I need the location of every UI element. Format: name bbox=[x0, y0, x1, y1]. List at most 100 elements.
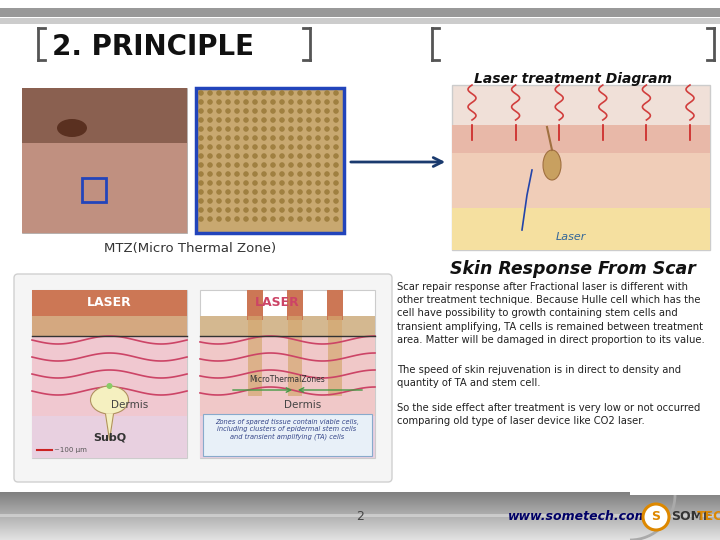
Circle shape bbox=[225, 153, 230, 159]
Circle shape bbox=[217, 126, 222, 132]
Circle shape bbox=[225, 190, 230, 194]
Circle shape bbox=[297, 109, 302, 113]
FancyBboxPatch shape bbox=[0, 18, 500, 24]
Circle shape bbox=[297, 145, 302, 150]
Circle shape bbox=[253, 145, 258, 150]
FancyBboxPatch shape bbox=[0, 513, 720, 514]
Circle shape bbox=[207, 199, 212, 204]
Circle shape bbox=[217, 172, 222, 177]
Circle shape bbox=[315, 172, 320, 177]
Circle shape bbox=[333, 199, 338, 204]
Circle shape bbox=[261, 118, 266, 123]
Circle shape bbox=[271, 153, 276, 159]
Circle shape bbox=[315, 126, 320, 132]
Ellipse shape bbox=[543, 150, 561, 180]
FancyBboxPatch shape bbox=[0, 527, 720, 528]
Circle shape bbox=[199, 190, 204, 194]
Text: LASER: LASER bbox=[255, 296, 300, 309]
Circle shape bbox=[297, 217, 302, 221]
Circle shape bbox=[235, 91, 240, 96]
FancyBboxPatch shape bbox=[430, 8, 720, 17]
Circle shape bbox=[279, 180, 284, 186]
Circle shape bbox=[225, 172, 230, 177]
FancyBboxPatch shape bbox=[22, 88, 187, 143]
Circle shape bbox=[297, 190, 302, 194]
Circle shape bbox=[297, 153, 302, 159]
Circle shape bbox=[289, 153, 294, 159]
Circle shape bbox=[307, 136, 312, 140]
Circle shape bbox=[261, 163, 266, 167]
Circle shape bbox=[217, 207, 222, 213]
Circle shape bbox=[261, 207, 266, 213]
Circle shape bbox=[207, 136, 212, 140]
Circle shape bbox=[199, 91, 204, 96]
FancyBboxPatch shape bbox=[0, 537, 720, 538]
Circle shape bbox=[235, 118, 240, 123]
Circle shape bbox=[207, 153, 212, 159]
Circle shape bbox=[261, 217, 266, 221]
FancyBboxPatch shape bbox=[288, 316, 302, 396]
Circle shape bbox=[225, 99, 230, 105]
Circle shape bbox=[207, 118, 212, 123]
FancyBboxPatch shape bbox=[0, 526, 720, 527]
Circle shape bbox=[199, 136, 204, 140]
Circle shape bbox=[315, 99, 320, 105]
FancyBboxPatch shape bbox=[248, 316, 262, 396]
Circle shape bbox=[325, 199, 330, 204]
Circle shape bbox=[271, 109, 276, 113]
FancyBboxPatch shape bbox=[0, 518, 720, 519]
Circle shape bbox=[261, 91, 266, 96]
Circle shape bbox=[297, 172, 302, 177]
FancyBboxPatch shape bbox=[0, 492, 720, 493]
Text: SOME: SOME bbox=[671, 510, 711, 523]
FancyBboxPatch shape bbox=[630, 455, 720, 495]
Circle shape bbox=[199, 172, 204, 177]
Circle shape bbox=[225, 109, 230, 113]
Circle shape bbox=[253, 99, 258, 105]
FancyBboxPatch shape bbox=[0, 514, 720, 515]
Circle shape bbox=[297, 91, 302, 96]
Circle shape bbox=[225, 126, 230, 132]
Circle shape bbox=[307, 199, 312, 204]
FancyBboxPatch shape bbox=[0, 533, 720, 534]
Circle shape bbox=[289, 199, 294, 204]
Text: S: S bbox=[652, 510, 660, 523]
Circle shape bbox=[271, 190, 276, 194]
Text: Scar repair response after Fractional laser is different with
other treatment te: Scar repair response after Fractional la… bbox=[397, 282, 705, 345]
Circle shape bbox=[307, 180, 312, 186]
Circle shape bbox=[289, 99, 294, 105]
Circle shape bbox=[243, 136, 248, 140]
FancyBboxPatch shape bbox=[327, 290, 343, 320]
Circle shape bbox=[307, 126, 312, 132]
FancyBboxPatch shape bbox=[452, 125, 710, 153]
Circle shape bbox=[271, 118, 276, 123]
Circle shape bbox=[325, 145, 330, 150]
Circle shape bbox=[315, 199, 320, 204]
Circle shape bbox=[207, 99, 212, 105]
FancyBboxPatch shape bbox=[0, 499, 720, 500]
Circle shape bbox=[235, 180, 240, 186]
Circle shape bbox=[199, 99, 204, 105]
Circle shape bbox=[235, 126, 240, 132]
Circle shape bbox=[217, 163, 222, 167]
Circle shape bbox=[315, 118, 320, 123]
Text: LASER: LASER bbox=[87, 296, 132, 309]
FancyBboxPatch shape bbox=[452, 208, 710, 250]
Circle shape bbox=[243, 172, 248, 177]
FancyBboxPatch shape bbox=[0, 495, 720, 496]
Circle shape bbox=[297, 199, 302, 204]
FancyBboxPatch shape bbox=[287, 290, 303, 320]
FancyBboxPatch shape bbox=[0, 515, 720, 516]
Text: 2. PRINCIPLE: 2. PRINCIPLE bbox=[52, 33, 254, 61]
Circle shape bbox=[225, 180, 230, 186]
Circle shape bbox=[253, 153, 258, 159]
Circle shape bbox=[297, 180, 302, 186]
Circle shape bbox=[315, 153, 320, 159]
Circle shape bbox=[271, 99, 276, 105]
FancyBboxPatch shape bbox=[0, 525, 720, 526]
FancyBboxPatch shape bbox=[0, 519, 720, 520]
Circle shape bbox=[271, 217, 276, 221]
Circle shape bbox=[225, 207, 230, 213]
Circle shape bbox=[235, 199, 240, 204]
Circle shape bbox=[297, 126, 302, 132]
